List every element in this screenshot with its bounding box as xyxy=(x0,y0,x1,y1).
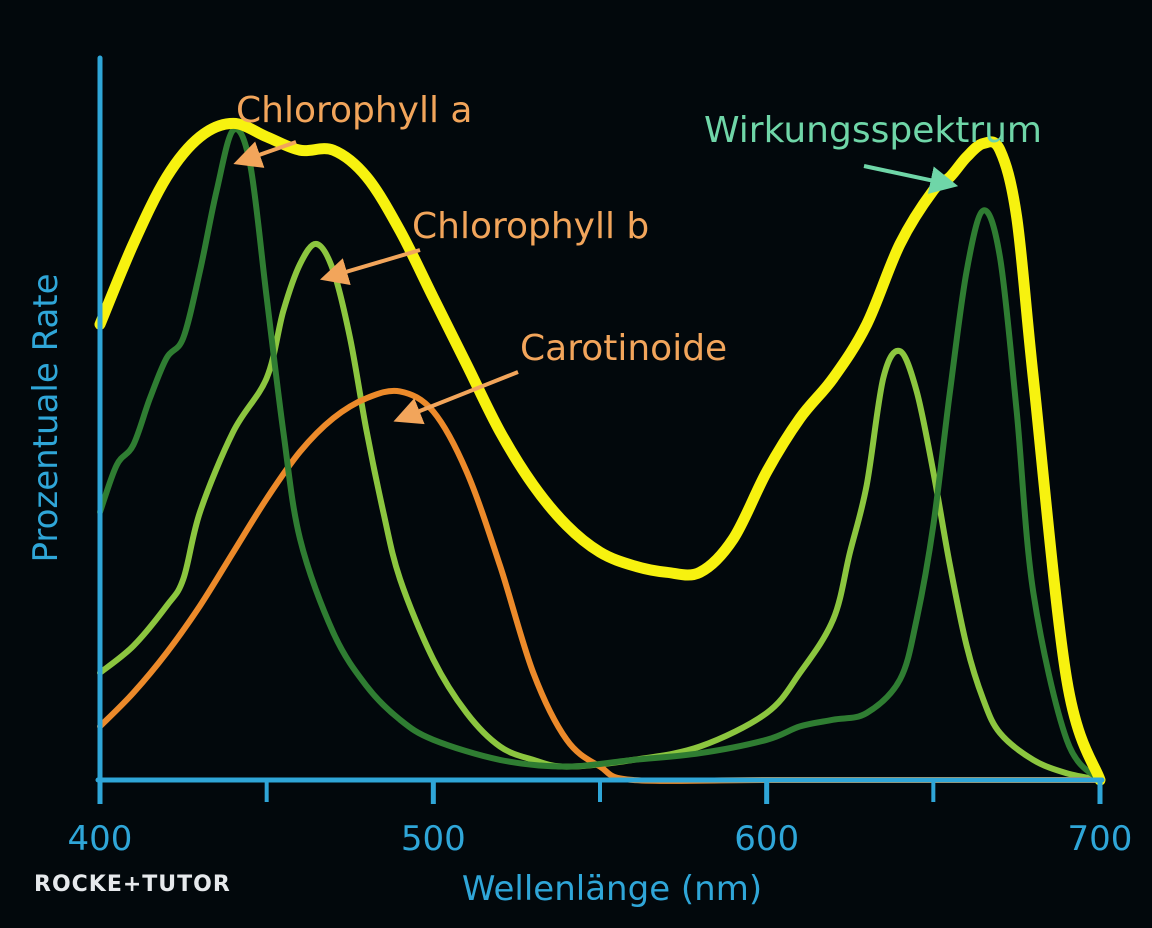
y-axis-title: Prozentuale Rate xyxy=(26,273,66,562)
arrow-chlorophyll-b xyxy=(319,248,421,286)
x-ticks: 400 500 600 700 xyxy=(68,780,1133,859)
x-tick-label-700: 700 xyxy=(1068,819,1133,859)
series-line-carotinoide xyxy=(97,387,1103,784)
arrow-wirkungsspektrum xyxy=(863,164,959,194)
series-line-chlorophyll-a xyxy=(97,126,1103,783)
annotation-chlorophyll-b: Chlorophyll b xyxy=(412,206,649,247)
brand-logo: ROCKE+TUTOR xyxy=(34,872,231,897)
x-tick-label-500: 500 xyxy=(401,819,466,859)
x-tick-label-400: 400 xyxy=(68,819,133,859)
x-axis-title: Wellenlänge (nm) xyxy=(462,869,762,909)
arrow-chlorophyll-a xyxy=(233,140,297,168)
annotation-chlorophyll-a: Chlorophyll a xyxy=(236,90,473,131)
series-line-chlorophyll-b xyxy=(97,240,1103,783)
annotations: Chlorophyll a Chlorophyll b Carotinoide Wir… xyxy=(233,90,1042,425)
annotation-carotinoide: Carotinoide xyxy=(520,328,727,369)
x-tick-label-600: 600 xyxy=(734,819,799,859)
annotation-wirkungsspektrum: Wirkungsspektrum xyxy=(704,110,1042,151)
series-line-wirkungsspektrum xyxy=(94,117,1106,786)
arrow-carotinoide xyxy=(393,370,519,425)
